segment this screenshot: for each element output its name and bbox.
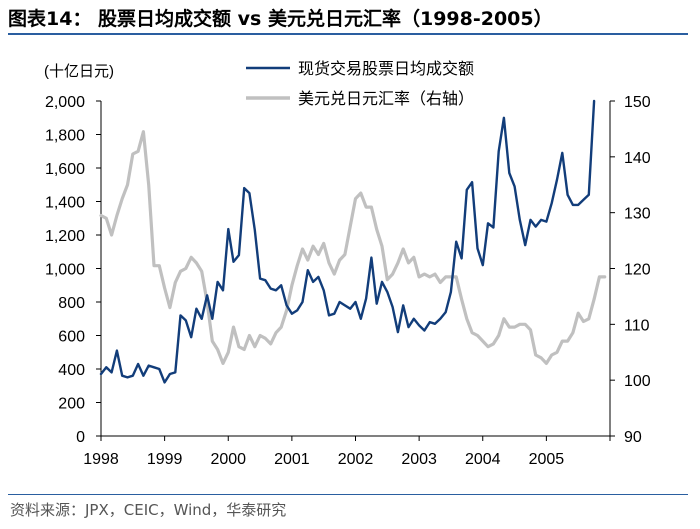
left-tick-label: 2,000 [45, 94, 85, 111]
title-rule [8, 33, 688, 35]
right-tick-label: 120 [624, 262, 651, 279]
left-tick-label: 200 [58, 396, 85, 413]
chart-marks [99, 99, 607, 384]
left-tick-label: 1,200 [45, 228, 85, 245]
x-tick-label: 2005 [529, 451, 565, 468]
left-tick-label: 600 [58, 329, 85, 346]
x-tick-label: 2003 [401, 451, 437, 468]
right-tick-label: 110 [624, 317, 650, 334]
x-tick-label: 2004 [465, 451, 501, 468]
x-tick-label: 1998 [83, 451, 119, 468]
right-tick-label: 150 [624, 94, 651, 111]
left-tick-label: 1,800 [45, 128, 85, 145]
bottom-rule [8, 494, 688, 495]
left-tick-label: 1,400 [45, 195, 85, 212]
left-axis-unit-label: (十亿日元) [44, 63, 114, 80]
left-tick-label: 400 [58, 362, 85, 379]
figure-title: 图表14： 股票日均成交额 vs 美元兑日元汇率（1998-2005） [8, 8, 553, 30]
usd-jpy-rate-line [99, 130, 607, 365]
x-tick-label: 2002 [338, 451, 374, 468]
x-tick-label: 2001 [274, 451, 310, 468]
legend-label-1: 现货交易股票日均成交额 [298, 60, 474, 78]
right-tick-label: 130 [624, 206, 651, 223]
left-tick-label: 0 [76, 429, 85, 446]
right-tick-label: 140 [624, 150, 651, 167]
legend-label-2: 美元兑日元汇率（右轴） [298, 90, 474, 108]
x-tick-label: 1999 [147, 451, 183, 468]
daily-turnover-line [99, 99, 596, 384]
left-tick-label: 1,000 [45, 262, 85, 279]
source-note: 资料来源：JPX，CEIC，Wind，华泰研究 [10, 501, 287, 519]
left-tick-label: 800 [58, 295, 85, 312]
right-tick-label: 100 [624, 373, 651, 390]
right-tick-label: 90 [624, 429, 642, 446]
chart-axes: 0 200 400 600 800 1,000 1,200 1,400 1,600 1,800 2,… [44, 63, 651, 468]
x-tick-label: 2000 [210, 451, 246, 468]
left-tick-label: 1,600 [45, 161, 85, 178]
